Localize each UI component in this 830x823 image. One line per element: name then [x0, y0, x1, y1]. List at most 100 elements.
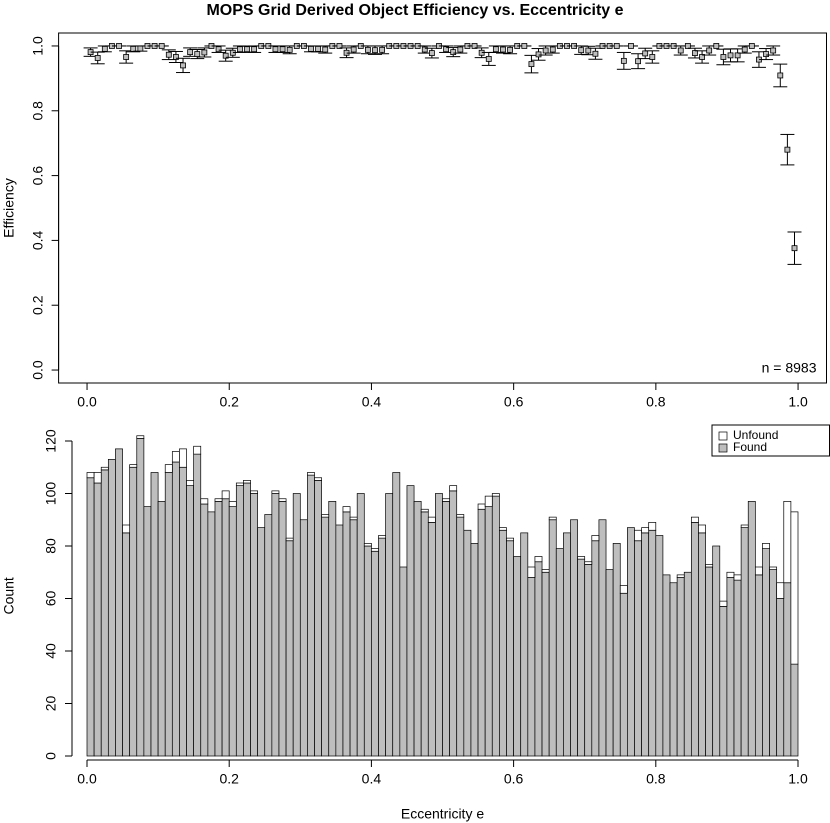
- bar: [292, 493, 301, 757]
- point: [507, 46, 513, 53]
- point: [244, 46, 250, 53]
- bar: [591, 540, 600, 757]
- point: [485, 56, 492, 62]
- point: [784, 146, 791, 153]
- bar: [378, 535, 386, 539]
- bar: [186, 480, 194, 486]
- bar: [427, 522, 436, 757]
- bar: [534, 556, 543, 563]
- point: [116, 43, 122, 49]
- x-tick-label: 0.0: [77, 771, 97, 787]
- point: [585, 47, 592, 54]
- point: [194, 51, 201, 57]
- y-axis-title: Efficiency: [1, 178, 17, 238]
- point: [101, 45, 108, 52]
- bar: [477, 508, 486, 757]
- point: [549, 46, 556, 53]
- bar: [157, 501, 166, 757]
- bar: [662, 574, 671, 757]
- point: [279, 46, 286, 53]
- bar: [122, 532, 131, 757]
- y-tick-label: 0.0: [29, 360, 45, 380]
- bar: [712, 545, 721, 757]
- annotation: n = 8983: [762, 360, 817, 376]
- point: [741, 46, 748, 53]
- bar: [392, 472, 401, 757]
- bar: [164, 472, 173, 757]
- bar: [378, 537, 386, 757]
- bar: [555, 548, 564, 757]
- y-axis-title: Count: [1, 577, 17, 614]
- y-tick-label: 40: [43, 643, 59, 659]
- bar: [200, 503, 209, 757]
- bar: [285, 537, 294, 542]
- bar: [235, 482, 244, 486]
- point: [350, 46, 357, 53]
- bar: [499, 529, 507, 757]
- y-tick-label: 20: [43, 696, 59, 712]
- point: [620, 57, 627, 64]
- point: [635, 58, 641, 65]
- bar: [648, 529, 657, 757]
- y-tick-label: 0: [43, 752, 59, 760]
- bar: [762, 543, 770, 549]
- bar: [548, 516, 557, 521]
- bar: [107, 459, 116, 757]
- bar: [605, 569, 614, 757]
- point: [642, 50, 649, 57]
- bar: [513, 556, 522, 757]
- bar: [463, 529, 472, 757]
- bar: [655, 535, 664, 757]
- bar: [506, 537, 514, 542]
- x-tick-label: 0.6: [504, 771, 524, 787]
- bar: [164, 464, 173, 473]
- bar: [435, 493, 443, 757]
- bar: [577, 558, 586, 757]
- y-tick-label: 80: [43, 538, 59, 554]
- bar: [335, 524, 344, 757]
- bar: [705, 564, 714, 568]
- point: [578, 47, 585, 54]
- bar: [698, 532, 706, 757]
- bar: [371, 550, 379, 757]
- bar: [228, 501, 237, 507]
- point: [521, 43, 528, 49]
- bar: [278, 501, 287, 757]
- bar: [627, 527, 635, 757]
- bar: [179, 466, 187, 757]
- bar: [690, 516, 699, 523]
- point: [649, 54, 656, 60]
- x-tick-label: 0.2: [219, 771, 239, 787]
- x-tick-label: 1.0: [788, 771, 808, 787]
- bar: [250, 493, 258, 757]
- bar: [86, 472, 95, 479]
- bar: [250, 490, 258, 494]
- bar: [783, 582, 792, 757]
- bar: [705, 566, 714, 757]
- point: [535, 51, 542, 58]
- bar: [349, 519, 358, 757]
- point: [471, 43, 478, 49]
- bar: [762, 548, 770, 757]
- bar: [321, 516, 330, 757]
- point: [372, 47, 378, 54]
- point: [450, 49, 457, 56]
- bar: [193, 445, 202, 455]
- bar: [285, 540, 294, 757]
- bar: [527, 566, 536, 578]
- bar: [371, 548, 379, 552]
- point: [237, 46, 243, 53]
- bar: [612, 543, 621, 757]
- bar: [634, 540, 642, 757]
- bar: [506, 540, 514, 757]
- point: [528, 61, 535, 68]
- point: [542, 47, 549, 54]
- bar: [136, 435, 145, 439]
- x-tick-label: 0.6: [504, 394, 524, 410]
- x-tick-label: 0.8: [646, 394, 666, 410]
- bar: [754, 566, 763, 576]
- bar: [221, 490, 230, 500]
- point: [286, 46, 293, 53]
- point: [734, 52, 741, 59]
